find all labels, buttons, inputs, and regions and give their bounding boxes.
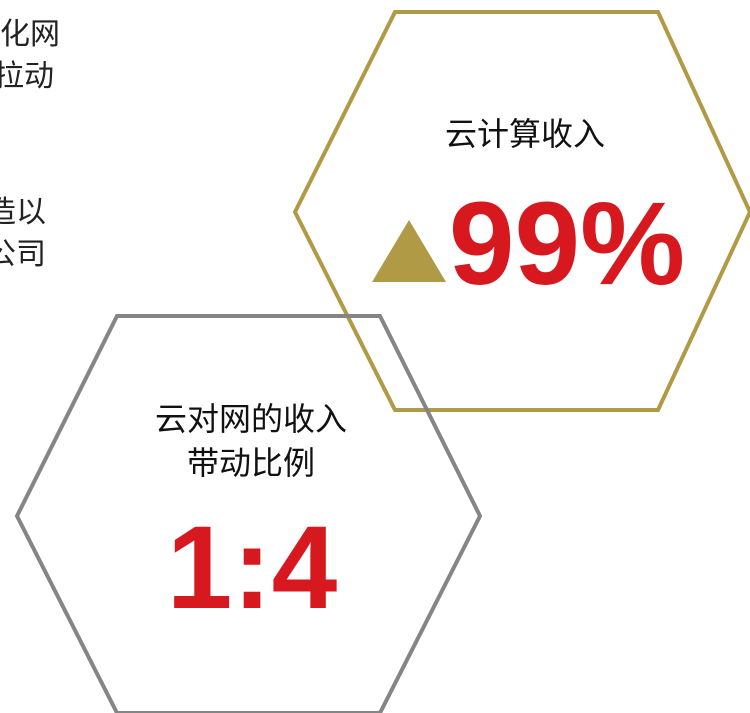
up-triangle — [372, 220, 446, 282]
hexagon-title: 云对网的收入 — [155, 400, 347, 438]
side-text: 造以 — [0, 195, 46, 230]
gold-hexagon — [292, 10, 750, 412]
side-text: 公司 — [0, 237, 46, 272]
hexagon-title: 带动比例 — [187, 444, 315, 482]
side-text: 化网 — [0, 17, 60, 52]
gray-hexagon — [14, 314, 483, 713]
side-text: 拉动 — [0, 59, 54, 94]
hexagon-value: 1:4 — [167, 502, 338, 634]
hexagon-value: 99% — [449, 178, 685, 310]
hexagon-title: 云计算收入 — [445, 115, 605, 153]
